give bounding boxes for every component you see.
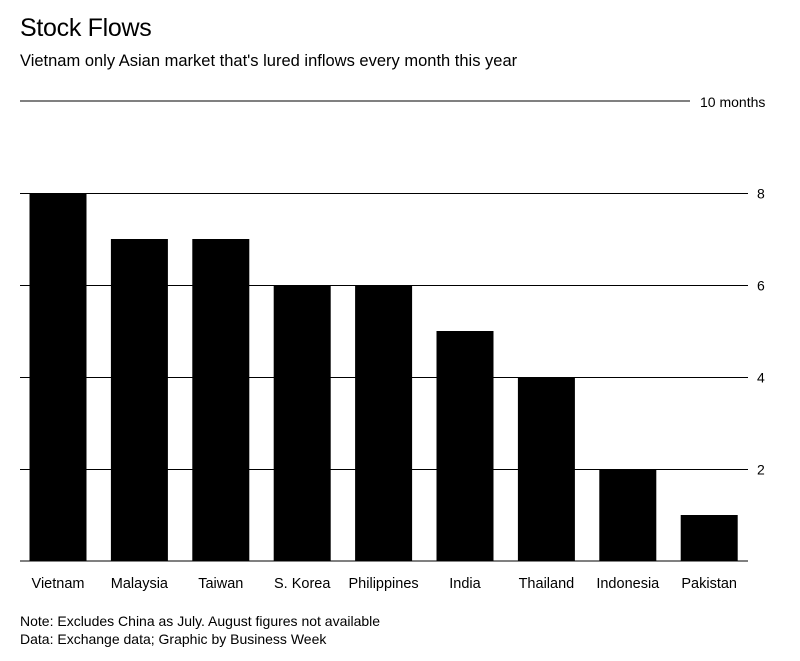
bar-pakistan [680, 515, 738, 561]
bar-malaysia [110, 239, 168, 561]
label-layer: 2 4 6 8 Vietnam Malaysia Taiwan S. Korea Philipp… [32, 186, 765, 593]
top-line-label: 10 months [700, 94, 765, 110]
x-tick-label: India [449, 576, 481, 592]
x-tick-label: Thailand [519, 576, 575, 592]
source-text: Data: Exchange data; Graphic by Business… [20, 631, 327, 647]
x-tick-label: S. Korea [274, 576, 331, 592]
bar-india [436, 331, 494, 561]
x-tick-label: Malaysia [111, 576, 169, 592]
x-tick-label: Taiwan [198, 576, 243, 592]
y-tick-label: 4 [757, 370, 765, 386]
bar-layer [29, 193, 738, 561]
note-text: Note: Excludes China as July. August fig… [20, 613, 381, 629]
bar-thailand [517, 377, 575, 561]
x-tick-label: Pakistan [681, 576, 737, 592]
y-tick-label: 8 [757, 186, 765, 202]
bar-vietnam [29, 193, 87, 561]
bar-taiwan [192, 239, 250, 561]
bar-philippines [355, 285, 413, 561]
x-tick-label: Vietnam [32, 576, 85, 592]
bar-s-korea [273, 285, 331, 561]
chart-subtitle: Vietnam only Asian market that's lured i… [20, 52, 518, 70]
chart-notes: Note: Excludes China as July. August fig… [20, 612, 380, 648]
x-tick-label: Indonesia [596, 576, 660, 592]
y-tick-label: 2 [757, 462, 765, 478]
y-tick-label: 6 [757, 278, 765, 294]
chart-title: Stock Flows [20, 14, 152, 42]
x-tick-label: Philippines [349, 576, 419, 592]
bar-indonesia [599, 469, 657, 561]
